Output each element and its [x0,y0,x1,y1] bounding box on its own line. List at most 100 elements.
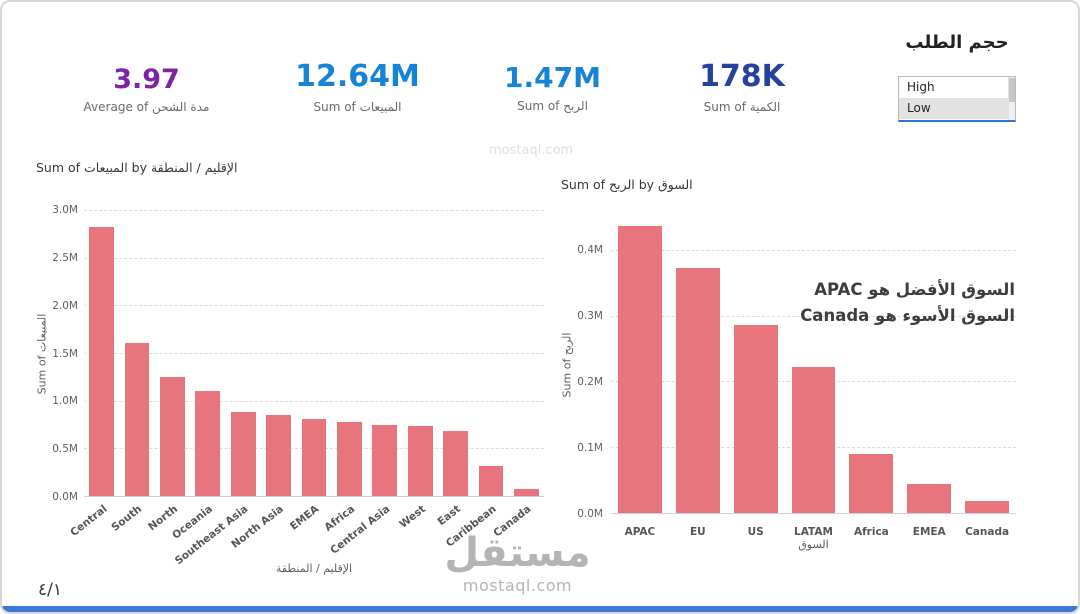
bar-column [261,210,296,496]
y-tick-label: 0.5M [52,443,78,456]
slicer-title-order-size: حجم الطلب [905,32,1009,53]
x-axis-tick-labels: Central South North Oceania Southeast Asia No… [68,500,544,567]
x-tick-cell: US [727,520,785,538]
x-axis-title: الإقليم / المنطقة [275,562,353,575]
bar-canada[interactable] [965,501,1010,513]
x-tick-cell: EU [669,520,727,538]
x-tick-cell: EMEA [288,500,331,562]
bar-column [403,210,438,496]
bar-oceania[interactable] [195,391,221,496]
bar-column [669,217,727,513]
bar-column [226,210,261,496]
bar-east[interactable] [443,431,468,496]
order-size-slicer: High Low [898,76,1016,122]
chart-title-sales-by-region: Sum of المبيعات by الإقليم / المنطقة [36,160,238,175]
x-tick-label: East [435,503,463,529]
x-tick-cell: Canada [958,520,1016,538]
x-axis-title: السوق [798,538,829,551]
gridline [84,353,544,354]
y-tick-label: 0.2M [577,376,603,388]
x-tick-label: Canada [965,526,1010,538]
bar-column [509,210,544,496]
x-tick-cell: West [397,500,438,562]
plot-area [611,217,1016,514]
kpi-sum-sales-value: 12.64M [295,59,420,94]
bar-column [785,217,843,513]
insight-annotation: السوق الأفضل هو APAC السوق الأسوء هو Can… [800,277,1015,330]
bar-column [84,210,119,496]
annotation-best-market: السوق الأفضل هو APAC [814,280,1015,299]
bar-caribbean[interactable] [478,465,504,496]
bar-column [190,210,225,496]
bar-apac[interactable] [617,226,662,513]
bar-southeast-asia[interactable] [230,412,256,496]
kpi-sum-quantity-label: Sum of الكمية [703,99,781,114]
bar-column [900,217,958,513]
y-tick-label: 0.3M [577,310,603,322]
gridline [84,210,544,211]
bar-west[interactable] [407,426,433,496]
bar-canada[interactable] [514,489,539,496]
bar-column [155,210,190,496]
bottom-accent-bar [2,606,1078,612]
bar-latam[interactable] [791,366,836,513]
bar-column [296,210,331,496]
y-tick-label: 0.1M [577,442,603,454]
bar-central-asia[interactable] [372,424,398,496]
bar-north[interactable] [160,376,185,496]
bar-north-asia[interactable] [266,414,292,496]
y-axis-tick-labels: 0.0M 0.5M 1.0M 1.5M 2.0M 2.5M 3.0M [48,204,78,503]
slicer-option-high[interactable]: High [907,80,935,94]
gridline [84,305,544,307]
plot-area [84,210,544,497]
y-tick-label: 1.0M [52,395,78,408]
y-axis-title: Sum of المبيعات [35,313,49,395]
bar-africa[interactable] [337,421,362,496]
y-tick-label: 2.0M [52,299,78,312]
kpi-sum-quantity-value: 178K [699,59,785,94]
bar-column [727,217,785,513]
slicer-scrollbar[interactable] [1008,77,1015,120]
kpi-sum-profit-value: 1.47M [504,61,601,94]
bar-column [611,217,669,513]
x-tick-label: EMEA [912,526,946,538]
annotation-worst-market: السوق الأسوء هو Canada [800,306,1015,326]
gridline [611,249,1016,251]
scrollbar-thumb[interactable] [1009,78,1015,102]
kpi-avg-shipping-value: 3.97 [113,64,180,95]
y-tick-label: 3.0M [52,204,78,216]
bar-eu[interactable] [675,267,720,513]
y-tick-label: 1.5M [52,347,78,360]
x-tick-label: EU [689,526,706,538]
bar-emea[interactable] [907,484,952,513]
y-axis-tick-labels: 0.0M 0.1M 0.2M 0.3M 0.4M [571,217,603,520]
y-tick-label: 0.4M [577,243,603,256]
x-tick-cell: EMEA [900,520,958,538]
x-axis-tick-labels: APAC EU US LATAM Africa EMEA Canada [611,520,1016,538]
x-tick-label: US [747,526,764,538]
bar-column [438,210,473,496]
bars-group [611,217,1016,513]
kpi-sum-sales-label: Sum of المبيعات [313,99,402,114]
y-tick-label: 0.0M [577,508,603,520]
bar-africa[interactable] [849,454,894,513]
kpi-avg-shipping-label: Average of مدة الشحن [83,100,210,115]
bar-us[interactable] [733,324,778,513]
bars-group [84,210,544,496]
x-tick-cell: Canada [492,500,544,562]
x-tick-label: LATAM [794,526,833,538]
x-tick-label: Central [67,503,110,540]
x-tick-cell: Central Asia [328,500,402,562]
kpi-sum-quantity-card: 178K Sum of الكمية [657,59,827,114]
x-tick-label: Africa [853,526,889,538]
x-tick-cell: South [110,500,154,562]
bar-south[interactable] [124,343,150,496]
bar-emea[interactable] [301,418,327,496]
gridline [611,315,1016,317]
bar-central[interactable] [89,227,115,496]
slicer-option-low[interactable]: Low [899,98,1015,119]
y-tick-label: 0.0M [52,491,78,503]
bar-column [332,210,367,496]
x-tick-label: APAC [624,526,656,538]
